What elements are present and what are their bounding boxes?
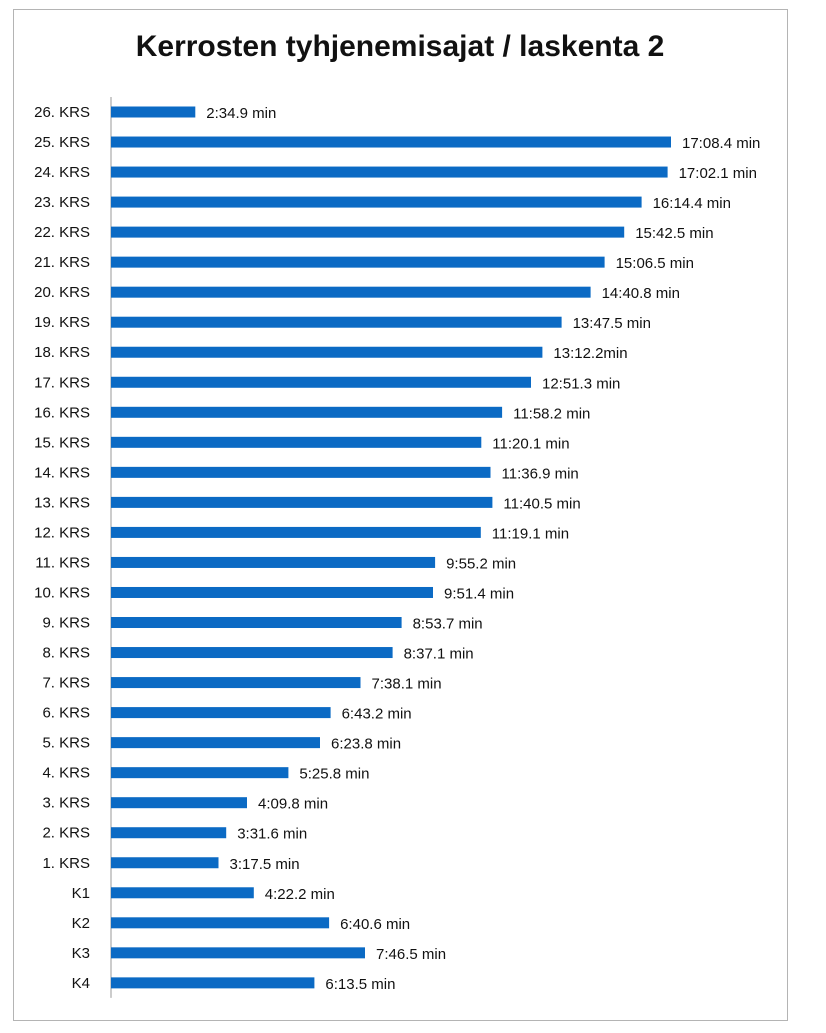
category-label: K3 bbox=[72, 945, 90, 962]
category-label: 21. KRS bbox=[34, 254, 90, 271]
data-label: 3:17.5 min bbox=[230, 856, 300, 873]
data-label: 6:43.2 min bbox=[342, 706, 412, 723]
data-label: 16:14.4 min bbox=[653, 195, 731, 212]
category-label: K2 bbox=[72, 915, 90, 932]
bar bbox=[111, 677, 361, 689]
bar bbox=[111, 196, 642, 208]
category-label: 26. KRS bbox=[34, 104, 90, 121]
data-label: 11:20.1 min bbox=[492, 435, 569, 452]
data-label: 15:42.5 min bbox=[635, 225, 713, 242]
bar bbox=[111, 346, 543, 358]
bar bbox=[111, 977, 315, 989]
bar bbox=[111, 827, 227, 839]
category-label: 3. KRS bbox=[42, 795, 90, 812]
data-label: 9:55.2 min bbox=[446, 555, 516, 572]
category-label: 11. KRS bbox=[35, 554, 90, 571]
category-label: 18. KRS bbox=[34, 344, 90, 361]
chart-frame bbox=[13, 9, 788, 1021]
category-label: K1 bbox=[72, 885, 90, 902]
data-label: 8:37.1 min bbox=[404, 646, 474, 663]
category-label: 17. KRS bbox=[34, 374, 90, 391]
bar bbox=[111, 737, 320, 749]
data-label: 7:46.5 min bbox=[376, 946, 446, 963]
data-label: 4:22.2 min bbox=[265, 886, 335, 903]
data-label: 3:31.6 min bbox=[237, 826, 307, 843]
category-label: 5. KRS bbox=[42, 735, 90, 752]
category-label: 15. KRS bbox=[34, 434, 90, 451]
category-label: 13. KRS bbox=[34, 494, 90, 511]
data-label: 13:12.2min bbox=[553, 345, 627, 362]
category-label: 4. KRS bbox=[42, 765, 90, 782]
category-label: 22. KRS bbox=[34, 224, 90, 241]
bar bbox=[111, 586, 433, 598]
bar bbox=[111, 136, 671, 148]
category-label: 24. KRS bbox=[34, 164, 90, 181]
bar bbox=[111, 947, 365, 959]
data-label: 17:02.1 min bbox=[679, 165, 757, 182]
data-label: 2:34.9 min bbox=[206, 105, 276, 122]
category-label: 1. KRS bbox=[42, 855, 90, 872]
bar bbox=[111, 226, 625, 238]
bar bbox=[111, 166, 668, 178]
bar bbox=[111, 556, 436, 568]
data-label: 7:38.1 min bbox=[372, 676, 442, 693]
bar bbox=[111, 767, 289, 779]
data-label: 11:40.5 min bbox=[503, 495, 580, 512]
bar bbox=[111, 406, 503, 418]
data-label: 14:40.8 min bbox=[602, 285, 680, 302]
data-label: 11:36.9 min bbox=[502, 465, 579, 482]
category-label: 10. KRS bbox=[34, 584, 90, 601]
bar bbox=[111, 466, 491, 478]
bar bbox=[111, 436, 482, 448]
data-label: 11:58.2 min bbox=[513, 405, 590, 422]
chart-title: Kerrosten tyhjenemisajat / laskenta 2 bbox=[135, 30, 665, 63]
bar bbox=[111, 917, 330, 929]
bar bbox=[111, 617, 402, 629]
bar bbox=[111, 286, 591, 298]
category-label: 7. KRS bbox=[42, 675, 90, 692]
data-label: 6:13.5 min bbox=[325, 976, 395, 993]
bar bbox=[111, 647, 393, 659]
category-label: 12. KRS bbox=[34, 524, 90, 541]
data-label: 13:47.5 min bbox=[573, 315, 651, 332]
bar bbox=[111, 797, 247, 809]
category-label: 16. KRS bbox=[34, 404, 90, 421]
bar bbox=[111, 857, 219, 869]
bar bbox=[111, 526, 481, 538]
category-label: 20. KRS bbox=[34, 284, 90, 301]
data-label: 15:06.5 min bbox=[616, 255, 694, 272]
bar bbox=[111, 256, 605, 268]
data-label: 5:25.8 min bbox=[299, 766, 369, 783]
category-label: 23. KRS bbox=[34, 194, 90, 211]
bar bbox=[111, 887, 254, 899]
data-label: 12:51.3 min bbox=[542, 375, 620, 392]
data-label: 6:23.8 min bbox=[331, 736, 401, 753]
bar bbox=[111, 376, 531, 388]
category-label: 6. KRS bbox=[42, 705, 90, 722]
category-label: 2. KRS bbox=[42, 825, 90, 842]
bar bbox=[111, 106, 196, 118]
data-label: 8:53.7 min bbox=[413, 616, 483, 633]
category-label: K4 bbox=[72, 975, 90, 992]
data-label: 9:51.4 min bbox=[444, 585, 514, 602]
category-label: 9. KRS bbox=[42, 615, 90, 632]
bar bbox=[111, 316, 562, 328]
category-label: 14. KRS bbox=[34, 464, 90, 481]
bar bbox=[111, 496, 493, 508]
category-label: 25. KRS bbox=[34, 134, 90, 151]
data-label: 6:40.6 min bbox=[340, 916, 410, 933]
category-label: 19. KRS bbox=[34, 314, 90, 331]
data-label: 17:08.4 min bbox=[682, 135, 760, 152]
bar bbox=[111, 707, 331, 719]
data-label: 4:09.8 min bbox=[258, 796, 328, 813]
data-label: 11:19.1 min bbox=[492, 525, 569, 542]
category-label: 8. KRS bbox=[42, 645, 90, 662]
